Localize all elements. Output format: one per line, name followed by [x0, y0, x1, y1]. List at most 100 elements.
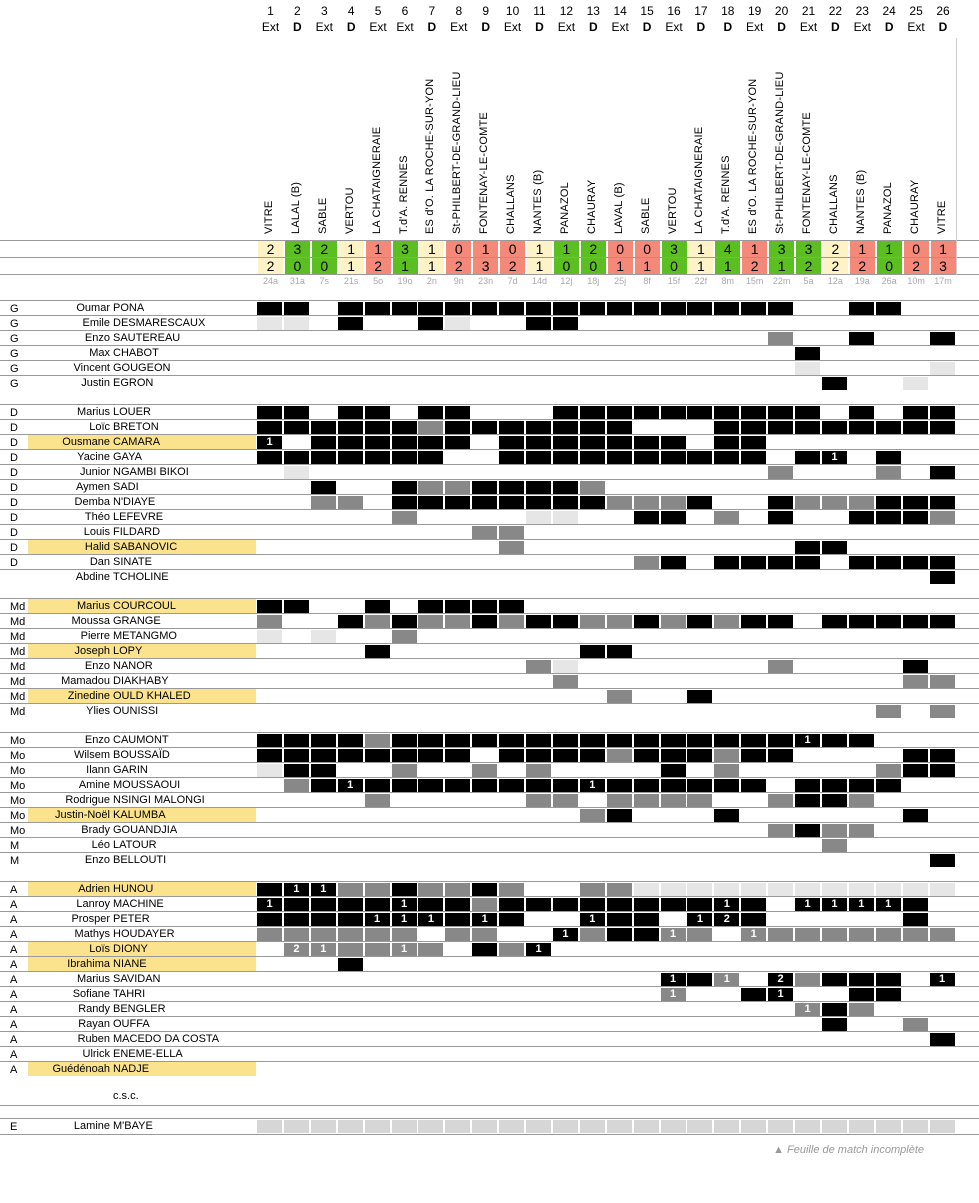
opponent-name[interactable]: CHALLANS [827, 174, 840, 234]
player-last-name[interactable]: DIONY [113, 943, 148, 955]
player-last-name[interactable]: LATOUR [113, 839, 157, 851]
opponent-name[interactable]: VITRE [935, 200, 948, 234]
opponent-name[interactable]: ES d'O. LA ROCHE-SUR-YON [424, 78, 437, 234]
appearance-cell [337, 317, 363, 330]
player-last-name[interactable]: OUNISSI [113, 705, 159, 717]
opponent-name[interactable]: St-PHILBERT-DE-GRAND-LIEU [451, 71, 464, 235]
appearance-cell [310, 421, 336, 434]
player-last-name[interactable]: OULD KHALED [113, 690, 191, 702]
opponent-name[interactable]: CHALLANS [505, 174, 518, 234]
player-last-name[interactable]: GAYA [113, 451, 142, 463]
player-last-name[interactable]: CAUMONT [113, 734, 169, 746]
player-last-name[interactable]: NGAMBI BIKOI [113, 466, 189, 478]
player-position: A [10, 974, 18, 986]
player-last-name[interactable]: BRETON [113, 421, 159, 433]
opponent-name[interactable]: ES d'O. LA ROCHE-SUR-YON [747, 78, 760, 234]
player-last-name[interactable]: OUFFA [113, 1018, 150, 1030]
match-venue: Ext [557, 20, 576, 34]
appearance-cell [418, 436, 444, 449]
player-last-name[interactable]: SAUTEREAU [113, 332, 181, 344]
goal-count: 1 [777, 988, 784, 1000]
player-last-name[interactable]: METANGMO [113, 630, 177, 642]
opponent-name[interactable]: VERTOU [343, 187, 356, 234]
player-last-name[interactable]: CAMARA [113, 436, 161, 448]
player-last-name[interactable]: SINATE [113, 556, 152, 568]
player-position: Md [10, 646, 26, 658]
opponent-name[interactable]: VERTOU [666, 187, 679, 234]
player-last-name[interactable]: M'BAYE [113, 1120, 153, 1132]
player-first-name: Ousmane [62, 436, 110, 448]
match-date: 19o [397, 276, 413, 286]
opponent-name[interactable]: PANAZOL [881, 182, 894, 234]
player-last-name[interactable]: LEFEVRE [113, 511, 164, 523]
player-last-name[interactable]: TAHRI [113, 988, 146, 1000]
player-last-name[interactable]: NADJE [113, 1063, 150, 1075]
goal-count: 1 [481, 913, 488, 925]
player-last-name[interactable]: LOPY [113, 645, 143, 657]
appearance-cell [526, 511, 551, 524]
opponent-name[interactable]: T.d'A. RENNES [397, 155, 410, 234]
player-position: Md [10, 691, 26, 703]
opponent-name[interactable]: LALAL (B) [289, 181, 302, 234]
player-last-name[interactable]: SAVIDAN [113, 973, 161, 985]
appearance-cell: 1 [660, 973, 686, 986]
appearance-cell [660, 764, 686, 777]
appearance-cell [391, 779, 417, 792]
appearance-cell [606, 451, 632, 464]
player-last-name[interactable]: BOUSSAÏD [113, 749, 170, 761]
player-last-name[interactable]: SABANOVIC [113, 541, 178, 553]
opponent-name[interactable]: SABLE [316, 197, 329, 234]
player-last-name[interactable]: N'DIAYE [113, 496, 156, 508]
player-last-name[interactable]: GRANGE [113, 615, 161, 627]
player-last-name[interactable]: SADI [113, 481, 139, 493]
player-last-name[interactable]: NSINGI MALONGI [113, 794, 205, 806]
player-last-name[interactable]: LOUER [113, 406, 151, 418]
appearance-cell [633, 1120, 659, 1133]
player-last-name[interactable]: MACHINE [113, 898, 164, 910]
opponent-name[interactable]: PANAZOL [558, 182, 571, 234]
player-last-name[interactable]: GOUGEON [113, 362, 171, 374]
player-last-name[interactable]: DESMARESCAUX [113, 317, 206, 329]
player-last-name[interactable]: ENEME-ELLA [113, 1048, 183, 1060]
player-last-name[interactable]: BENGLER [113, 1003, 166, 1015]
player-last-name[interactable]: CHABOT [113, 347, 159, 359]
opponent-name[interactable]: St-PHILBERT-DE-GRAND-LIEU [774, 71, 787, 235]
player-last-name[interactable]: MACEDO DA COSTA [113, 1033, 220, 1045]
appearance-cell [364, 794, 390, 807]
player-last-name[interactable]: TCHOLINE [113, 571, 169, 583]
appearance-cell [418, 421, 444, 434]
player-last-name[interactable]: PONA [113, 302, 145, 314]
opponent-name[interactable]: T.d'A. RENNES [720, 155, 733, 234]
appearance-cell [795, 1120, 820, 1133]
opponent-name[interactable]: LAVAL (B) [612, 182, 625, 234]
opponent-name[interactable]: LA CHATAIGNERAIE [693, 126, 706, 234]
player-last-name[interactable]: FILDARD [113, 526, 161, 538]
player-last-name[interactable]: GARIN [113, 764, 148, 776]
opponent-name[interactable]: NANTES (B) [854, 169, 867, 234]
player-last-name[interactable]: KALUMBA [113, 809, 166, 821]
player-last-name[interactable]: PETER [113, 913, 150, 925]
player-last-name[interactable]: EGRON [113, 377, 154, 389]
player-first-name: Pierre [80, 630, 110, 642]
player-last-name[interactable]: NIANE [113, 958, 147, 970]
score-away: 2 [500, 258, 526, 274]
player-last-name[interactable]: DIAKHABY [113, 675, 169, 687]
player-last-name[interactable]: HUNOU [113, 883, 154, 895]
player-last-name[interactable]: HOUDAYER [113, 928, 175, 940]
match-date: 5o [373, 276, 384, 286]
player-last-name[interactable]: MOUSSAOUI [113, 779, 181, 791]
appearance-cell [391, 1120, 417, 1133]
opponent-name[interactable]: NANTES (B) [532, 169, 544, 234]
opponent-name[interactable]: CHAURAY [908, 179, 921, 234]
player-last-name[interactable]: GOUANDJIA [113, 824, 178, 836]
opponent-name[interactable]: CHAURAY [585, 179, 598, 234]
player-last-name[interactable]: NANOR [113, 660, 153, 672]
opponent-name[interactable]: FONTENAY-LE-COMTE [478, 112, 491, 234]
player-last-name[interactable]: BELLOUTI [113, 854, 167, 866]
opponent-name[interactable]: FONTENAY-LE-COMTE [801, 112, 813, 234]
player-last-name[interactable]: COURCOUL [113, 600, 176, 612]
opponent-name[interactable]: VITRE [263, 200, 275, 234]
opponent-name[interactable]: LA CHATAIGNERAIE [370, 126, 383, 234]
appearance-cell: 2 [714, 913, 740, 926]
opponent-name[interactable]: SABLE [639, 197, 652, 234]
